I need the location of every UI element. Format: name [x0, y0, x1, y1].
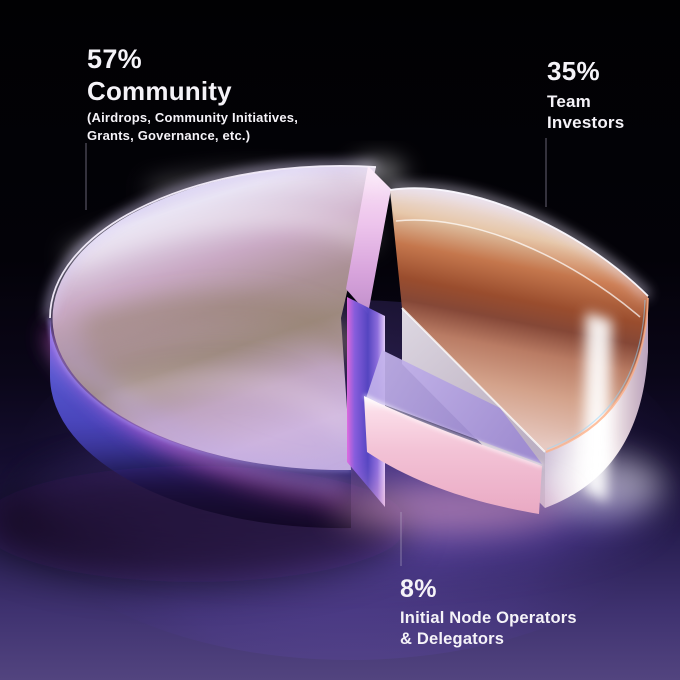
team-percent: 35% — [547, 56, 600, 86]
slice-node-front-edge-highlight — [363, 394, 543, 468]
slice-team-rim-dispersion-orange — [545, 297, 649, 453]
community-sub-line1: (Airdrops, Community Initiatives, — [87, 110, 299, 125]
slice-team-rim-dispersion-blue — [546, 299, 646, 450]
slice-team-cut-panel-edge — [401, 307, 546, 453]
node-line2: & Delegators — [400, 630, 505, 648]
slice-node-front-face — [364, 396, 542, 514]
slice-community-wall-shadow — [0, 466, 410, 582]
pie-slice-node-operators — [335, 350, 565, 534]
slice-team-right-wall — [545, 296, 648, 508]
callout-node-operators: 8% Initial Node Operators & Delegators — [400, 576, 577, 650]
team-line1: Team — [547, 92, 591, 111]
slice-team-back-rim-line — [389, 187, 649, 297]
community-title: Community — [87, 76, 232, 106]
slice-team-inner-rim-line — [395, 219, 641, 318]
slice-community-back-rim-line — [49, 165, 377, 319]
node-line1: Initial Node Operators — [400, 609, 577, 627]
slice-community-crack-glow — [352, 160, 404, 184]
slice-node-top — [366, 350, 542, 464]
slice-team-wall-highlight — [583, 312, 612, 502]
callout-team-investors: 35% Team Investors — [547, 57, 624, 133]
slice-team-bottom-glow — [540, 455, 664, 515]
community-sub-line2: Grants, Governance, etc.) — [87, 128, 251, 143]
slice-team-top — [390, 188, 648, 452]
team-line2: Investors — [547, 113, 625, 132]
node-percent: 8% — [400, 575, 437, 603]
slice-community-cut-face — [346, 166, 391, 314]
community-percent: 57% — [87, 44, 142, 74]
slice-community-top-streaks — [52, 175, 377, 493]
callout-community: 57% Community (Airdrops, Community Initi… — [87, 44, 298, 145]
